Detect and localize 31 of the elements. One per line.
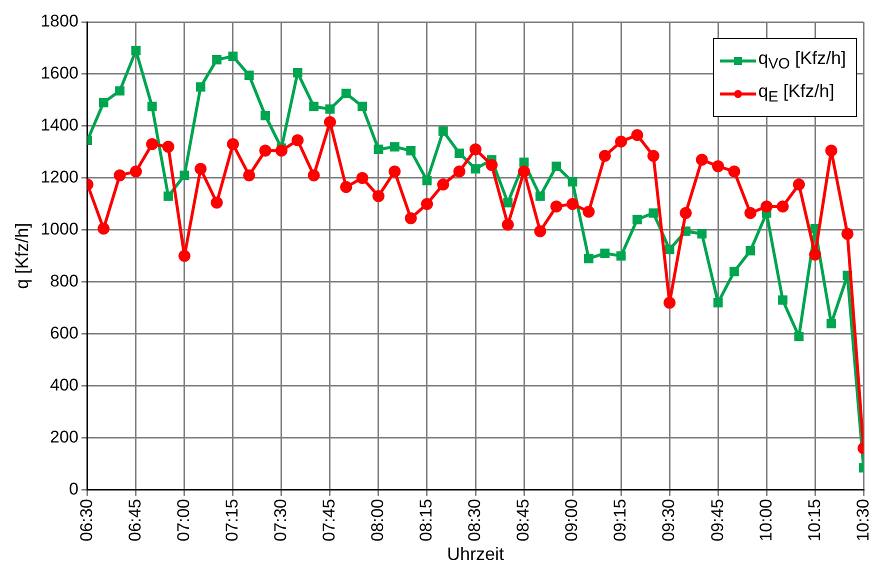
legend-label: q$_{VO}$ [Kfz/h] (758, 47, 846, 75)
x-tick-label: 10:30 (853, 498, 872, 542)
x-tick-label: 08:15 (416, 498, 436, 542)
x-tick-label: 10:00 (756, 498, 776, 542)
y-tick-label: 1200 (40, 168, 78, 187)
x-tick-label: 07:30 (271, 498, 290, 542)
x-tick-label: 08:30 (465, 498, 484, 542)
y-tick-label: 1400 (40, 116, 78, 135)
x-tick-label: 07:00 (174, 498, 194, 542)
x-tick-label: 08:00 (368, 498, 388, 542)
x-tick-label: 08:45 (514, 498, 533, 542)
x-tick-label: 07:45 (320, 498, 339, 542)
x-tick-label: 09:15 (610, 498, 630, 542)
x-tick-label: 06:45 (126, 498, 145, 542)
y-tick-label: 400 (50, 376, 78, 395)
legend-label: q$_{E}$ [Kfz/h] (758, 80, 834, 108)
x-tick-label: 06:30 (77, 498, 96, 542)
y-tick-label: 200 (50, 428, 78, 447)
y-tick-label: 1000 (40, 220, 78, 239)
x-axis-title: Uhrzeit (447, 544, 504, 564)
y-tick-label: 800 (50, 272, 78, 291)
x-tick-label: 10:15 (804, 498, 824, 542)
x-tick-label: 09:45 (708, 498, 727, 542)
y-tick-label: 1600 (40, 64, 78, 83)
x-tick-label: 07:15 (222, 498, 242, 542)
y-tick-label: 0 (68, 480, 78, 499)
y-axis-title: q [Kfz/h] (12, 222, 32, 289)
x-tick-label: 09:30 (659, 498, 678, 542)
y-tick-label: 600 (50, 324, 78, 343)
y-tick-label: 1800 (40, 12, 78, 31)
x-tick-label: 09:00 (562, 498, 582, 542)
